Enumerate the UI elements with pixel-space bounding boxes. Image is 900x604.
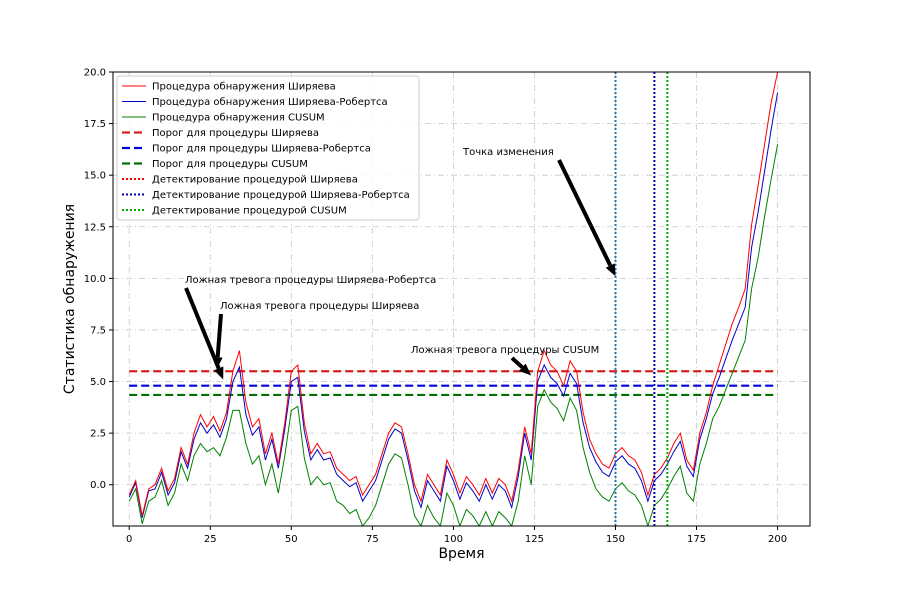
annotations: Ложная тревога процедуры Ширяева-Робертс… bbox=[184, 147, 616, 380]
y-tick-label: 17.5 bbox=[84, 119, 106, 130]
annotation-text: Ложная тревога процедуры Ширяева bbox=[220, 301, 419, 312]
x-tick-label: 175 bbox=[687, 534, 706, 545]
y-tick-label: 12.5 bbox=[84, 222, 106, 233]
legend-entry-label: Детектирование процедурой Ширяева bbox=[152, 175, 358, 186]
annotation-arrow bbox=[215, 313, 223, 358]
y-tick-label: 2.5 bbox=[90, 429, 106, 440]
x-tick-label: 0 bbox=[126, 534, 132, 545]
grid bbox=[113, 71, 810, 526]
legend-box bbox=[116, 75, 420, 221]
annotation-arrow bbox=[557, 159, 613, 267]
annotation-arrowhead bbox=[212, 356, 223, 370]
annotation-arrow bbox=[184, 287, 221, 370]
axis-ticks: 0 25 50 75 100 125 150 175 200 0.0 2.5 5.0 7.5 10.0 12… bbox=[84, 68, 787, 546]
legend-entry-label: Процедура обнаружения CUSUM bbox=[152, 113, 325, 124]
x-tick-label: 50 bbox=[285, 534, 298, 545]
legend-entry-label: Процедура обнаружения Ширяева-Робертса bbox=[152, 97, 388, 108]
x-tick-label: 75 bbox=[366, 534, 379, 545]
legend-entry-label: Детектирование процедурой CUSUM bbox=[152, 206, 347, 217]
annotation-arrowhead bbox=[518, 363, 532, 376]
legend-entry-label: Порог для процедуры Ширяева bbox=[152, 128, 319, 139]
y-tick-label: 7.5 bbox=[90, 325, 106, 336]
annotation-text: Ложная тревога процедуры CUSUM bbox=[411, 345, 599, 356]
series-line bbox=[128, 72, 779, 516]
series-lines bbox=[128, 72, 779, 526]
annotation-arrow bbox=[510, 356, 524, 369]
x-axis-label: Время bbox=[438, 546, 484, 562]
x-tick-label: 150 bbox=[606, 534, 625, 545]
y-axis-label: Статистика обнаружения bbox=[62, 204, 78, 394]
legend-entry-label: Процедура обнаружения Ширяева bbox=[152, 82, 336, 93]
legend-entry-label: Порог для процедуры CUSUM bbox=[152, 159, 308, 170]
y-tick-label: 10.0 bbox=[84, 274, 106, 285]
y-tick-label: 0.0 bbox=[90, 480, 106, 491]
legend-entry-label: Порог для процедуры Ширяева-Робертса bbox=[152, 144, 371, 155]
x-tick-label: 125 bbox=[525, 534, 544, 545]
plot-frame bbox=[112, 71, 811, 527]
annotation-arrowhead bbox=[214, 366, 224, 380]
y-tick-label: 15.0 bbox=[84, 171, 106, 182]
series-line bbox=[128, 92, 779, 518]
x-tick-label: 200 bbox=[768, 534, 787, 545]
annotation-text: Ложная тревога процедуры Ширяева-Робертс… bbox=[185, 275, 436, 286]
x-tick-label: 25 bbox=[204, 534, 217, 545]
legend: Процедура обнаружения Ширяева Процедура о… bbox=[116, 75, 420, 221]
legend-entry-label: Детектирование процедурой Ширяева-Роберт… bbox=[152, 190, 410, 201]
x-tick-label: 100 bbox=[444, 534, 463, 545]
y-tick-label: 20.0 bbox=[84, 68, 106, 79]
annotation-arrowhead bbox=[605, 263, 616, 277]
series-line bbox=[128, 144, 779, 526]
y-tick-label: 5.0 bbox=[90, 377, 106, 388]
annotation-text: Точка изменения bbox=[462, 147, 554, 158]
